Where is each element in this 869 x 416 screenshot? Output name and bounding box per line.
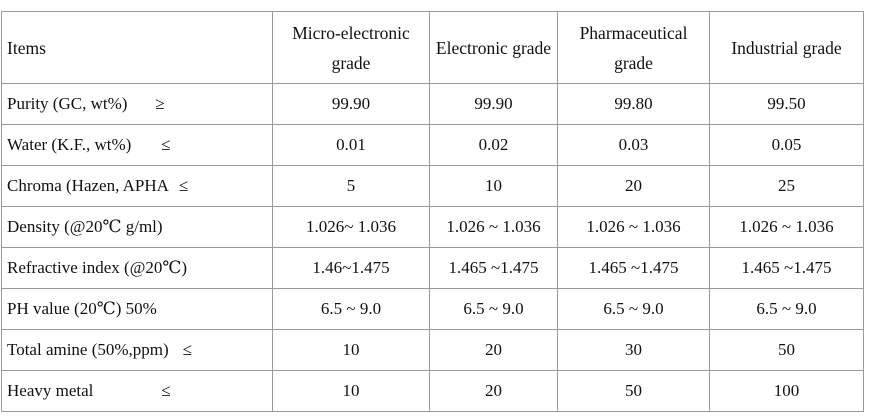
- table-cell: 30: [557, 329, 710, 371]
- row-label: Density (@20℃ g/ml): [1, 206, 273, 248]
- table-cell: 6.5 ~ 9.0: [709, 288, 864, 330]
- header-pharmaceutical: Pharmaceutical grade: [557, 11, 710, 84]
- spec-table: Items Micro-electronic grade Electronic …: [1, 11, 864, 412]
- table-cell: 1.465 ~1.475: [709, 247, 864, 289]
- comparison-symbol: ≤: [182, 340, 193, 359]
- row-label: Refractive index (@20℃): [1, 247, 273, 289]
- table-cell: 50: [557, 370, 710, 412]
- table-row: PH value (20℃) 50% 6.5 ~ 9.0 6.5 ~ 9.0 6…: [1, 288, 864, 330]
- table-cell: 1.465 ~1.475: [557, 247, 710, 289]
- table-row: Total amine (50%,ppm) ≤ 10 20 30 50: [1, 329, 864, 371]
- row-label: Purity (GC, wt%) ≥: [1, 83, 273, 125]
- item-name: Density (@20℃ g/ml): [7, 217, 163, 236]
- table-cell: 0.05: [709, 124, 864, 166]
- table-cell: 10: [272, 329, 430, 371]
- header-micro-electronic: Micro-electronic grade: [272, 11, 430, 84]
- table-row: Water (K.F., wt%) ≤ 0.01 0.02 0.03 0.05: [1, 124, 864, 166]
- table-cell: 0.01: [272, 124, 430, 166]
- table-cell: 20: [429, 329, 558, 371]
- table-cell: 0.03: [557, 124, 710, 166]
- comparison-symbol: ≤: [161, 135, 171, 154]
- item-name: Purity (GC, wt%): [7, 94, 128, 113]
- item-name: Chroma (Hazen, APHA: [7, 176, 169, 195]
- table-cell: 1.465 ~1.475: [429, 247, 558, 289]
- table-cell: 1.026 ~ 1.036: [709, 206, 864, 248]
- row-label: Total amine (50%,ppm) ≤: [1, 329, 273, 371]
- item-name: PH value (20℃) 50%: [7, 299, 157, 318]
- table-cell: 99.90: [272, 83, 430, 125]
- comparison-symbol: ≤: [178, 176, 189, 195]
- table-cell: 100: [709, 370, 864, 412]
- table-row: Density (@20℃ g/ml) 1.026~ 1.036 1.026 ~…: [1, 206, 864, 248]
- table-cell: 10: [272, 370, 430, 412]
- table-row: Purity (GC, wt%) ≥ 99.90 99.90 99.80 99.5…: [1, 83, 864, 125]
- table-cell: 99.90: [429, 83, 558, 125]
- item-name: Water (K.F., wt%): [7, 135, 132, 154]
- table-row: Heavy metal ≤ 10 20 50 100: [1, 370, 864, 412]
- table-cell: 20: [429, 370, 558, 412]
- table-cell: 50: [709, 329, 864, 371]
- table-cell: 1.026 ~ 1.036: [429, 206, 558, 248]
- table-cell: 99.50: [709, 83, 864, 125]
- header-industrial: Industrial grade: [709, 11, 864, 84]
- header-row: Items Micro-electronic grade Electronic …: [1, 11, 864, 84]
- table-cell: 20: [557, 165, 710, 207]
- table-cell: 99.80: [557, 83, 710, 125]
- header-electronic: Electronic grade: [429, 11, 558, 84]
- header-items: Items: [1, 11, 273, 84]
- table-cell: 1.026~ 1.036: [272, 206, 430, 248]
- table-cell: 5: [272, 165, 430, 207]
- table-cell: 1.46~1.475: [272, 247, 430, 289]
- table-cell: 0.02: [429, 124, 558, 166]
- comparison-symbol: ≥: [155, 94, 165, 113]
- table-cell: 6.5 ~ 9.0: [557, 288, 710, 330]
- row-label: PH value (20℃) 50%: [1, 288, 273, 330]
- table-cell: 25: [709, 165, 864, 207]
- item-name: Refractive index (@20℃): [7, 258, 188, 277]
- row-label: Chroma (Hazen, APHA ≤: [1, 165, 273, 207]
- table-cell: 1.026 ~ 1.036: [557, 206, 710, 248]
- comparison-symbol: ≤: [161, 381, 171, 400]
- item-name: Heavy metal: [7, 381, 94, 400]
- table-row: Chroma (Hazen, APHA ≤ 5 10 20 25: [1, 165, 864, 207]
- table-row: Refractive index (@20℃) 1.46~1.475 1.465…: [1, 247, 864, 289]
- row-label: Heavy metal ≤: [1, 370, 273, 412]
- row-label: Water (K.F., wt%) ≤: [1, 124, 273, 166]
- table-cell: 10: [429, 165, 558, 207]
- table-cell: 6.5 ~ 9.0: [429, 288, 558, 330]
- item-name: Total amine (50%,ppm): [7, 340, 169, 359]
- table-cell: 6.5 ~ 9.0: [272, 288, 430, 330]
